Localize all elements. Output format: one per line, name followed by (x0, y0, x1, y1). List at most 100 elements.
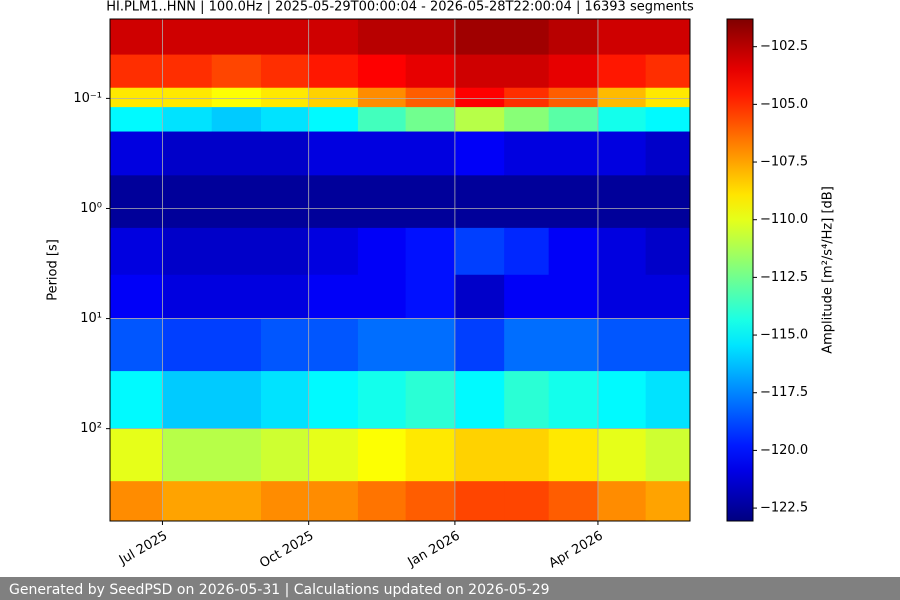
heat-cell (405, 87, 456, 108)
heat-cell (597, 428, 647, 482)
heat-cell (260, 481, 310, 522)
colorbar-tick-label: −110.0 (760, 212, 808, 227)
heat-cell (504, 87, 550, 108)
heat-cell (260, 54, 310, 89)
heat-cell (162, 371, 213, 430)
heat-cell (504, 481, 550, 522)
heat-cell (110, 54, 163, 89)
heat-cell (211, 318, 262, 372)
heat-cell (211, 371, 262, 430)
heat-cell (211, 131, 262, 176)
heat-cell (548, 175, 599, 229)
heat-cell (110, 87, 163, 108)
heat-cell (645, 481, 691, 522)
heat-cell (357, 107, 407, 133)
heat-cell (110, 318, 163, 372)
heat-cell (211, 107, 262, 133)
heat-cell (504, 19, 550, 56)
x-tick-label: Jul 2025 (116, 529, 170, 569)
heat-cell (308, 481, 359, 522)
heat-cell (308, 274, 359, 320)
heat-cell (110, 19, 163, 56)
heat-cell (597, 131, 647, 176)
heat-cell (645, 54, 691, 89)
heat-cell (548, 428, 599, 482)
heat-cell (357, 481, 407, 522)
heat-cell (110, 371, 163, 430)
heat-cell (357, 274, 407, 320)
heat-cell (405, 107, 456, 133)
heat-cell (405, 19, 456, 56)
chart-title: HI.PLM1..HNN | 100.0Hz | 2025-05-29T00:0… (106, 0, 694, 15)
heat-cell (405, 131, 456, 176)
heat-cell (548, 274, 599, 320)
colorbar-tick-label: −107.5 (760, 155, 808, 170)
colorbar-tick-label: −115.0 (760, 328, 808, 343)
heat-cell (454, 227, 505, 276)
heat-cell (454, 274, 505, 320)
heat-cell (405, 481, 456, 522)
colorbar-label: Amplitude [m²/s⁴/Hz] [dB] (821, 186, 836, 354)
heat-cell (260, 131, 310, 176)
heat-cell (308, 19, 359, 56)
heat-cell (405, 371, 456, 430)
heat-cell (260, 107, 310, 133)
heat-cell (308, 318, 359, 372)
heat-cell (110, 227, 163, 276)
heat-cell (357, 87, 407, 108)
heat-cell (405, 54, 456, 89)
heat-cell (504, 54, 550, 89)
heat-cell (645, 274, 691, 320)
y-axis-label: Period [s] (46, 239, 61, 301)
heat-cell (597, 87, 647, 108)
heat-cell (548, 19, 599, 56)
colorbar-tick-label: −122.5 (760, 501, 808, 516)
heat-cell (260, 318, 310, 372)
heat-cell (357, 371, 407, 430)
heat-cell (645, 131, 691, 176)
heat-cell (645, 428, 691, 482)
heat-cell (211, 175, 262, 229)
colorbar-tick-label: −117.5 (760, 385, 808, 400)
heat-cell (645, 87, 691, 108)
heat-cell (548, 107, 599, 133)
heat-cell (504, 274, 550, 320)
heat-cell (454, 54, 505, 89)
heat-cell (357, 175, 407, 229)
heat-cell (162, 274, 213, 320)
heat-cell (597, 19, 647, 56)
heat-cell (357, 428, 407, 482)
footer-bar (0, 577, 900, 600)
heat-cell (597, 371, 647, 430)
heat-cell (597, 274, 647, 320)
heat-cell (308, 371, 359, 430)
heat-cell (548, 227, 599, 276)
heat-cell (308, 131, 359, 176)
heat-cell (110, 131, 163, 176)
heat-cell (211, 54, 262, 89)
heat-cell (597, 481, 647, 522)
heat-cell (597, 54, 647, 89)
heat-cell (162, 318, 213, 372)
heat-cell (260, 428, 310, 482)
heat-cell (308, 428, 359, 482)
heat-cell (597, 318, 647, 372)
heat-cell (357, 19, 407, 56)
heat-cell (211, 428, 262, 482)
y-tick-label: 10² (80, 421, 102, 436)
x-tick-label: Jan 2026 (405, 529, 463, 571)
heat-cell (454, 481, 505, 522)
heat-cell (548, 481, 599, 522)
heat-cell (308, 87, 359, 108)
plot-frame (109, 18, 691, 522)
heat-cell (504, 175, 550, 229)
heat-cell (162, 54, 213, 89)
heat-cell (454, 131, 505, 176)
heat-cell (405, 175, 456, 229)
heat-cell (454, 428, 505, 482)
y-tick-label: 10⁰ (80, 201, 102, 216)
heat-cell (260, 19, 310, 56)
heat-cell (110, 175, 163, 229)
heat-cell (645, 107, 691, 133)
heat-cell (260, 87, 310, 108)
